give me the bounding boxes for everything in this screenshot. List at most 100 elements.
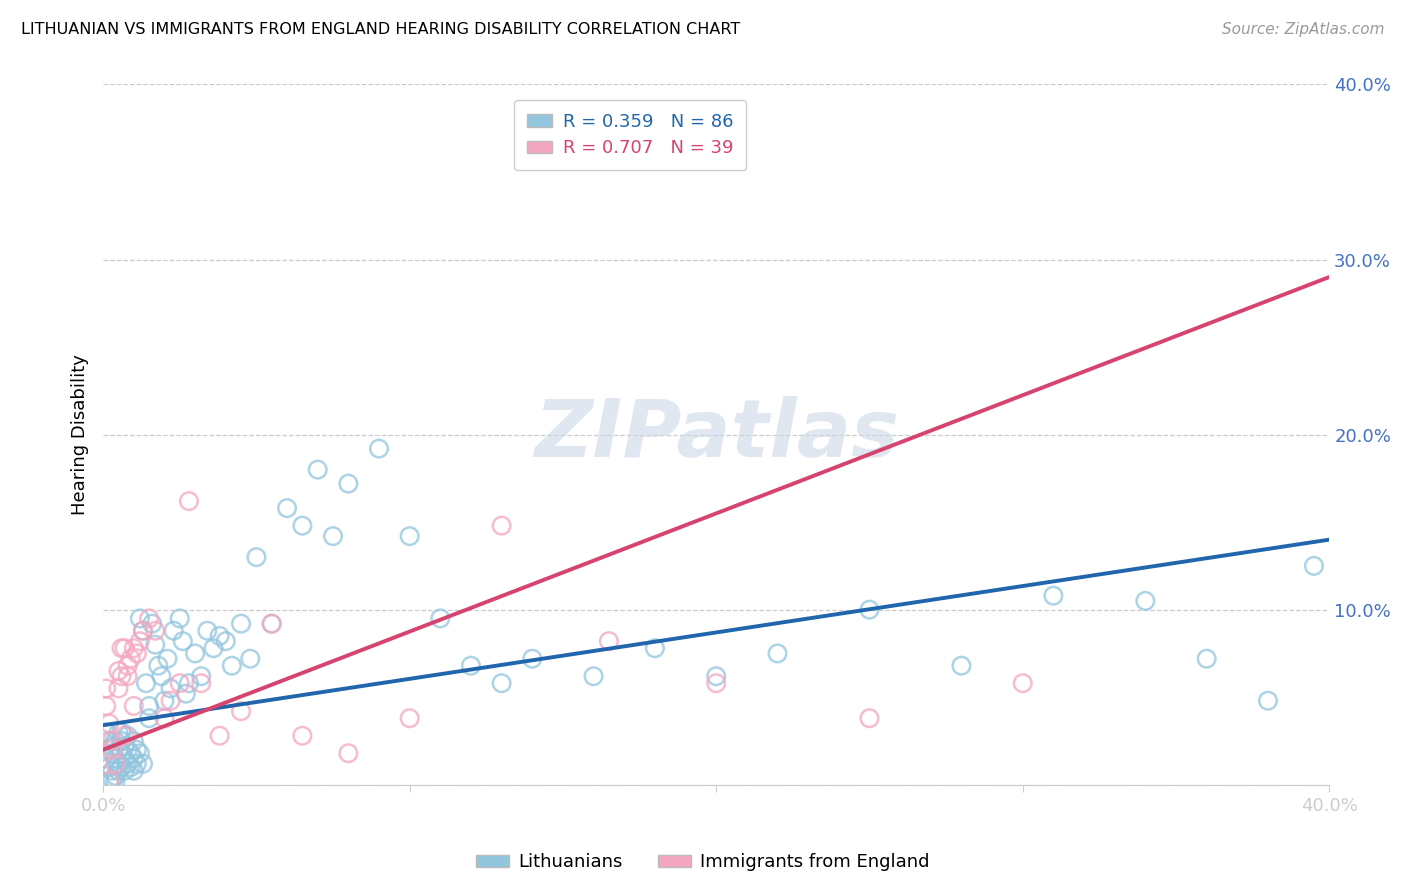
Point bbox=[153, 711, 176, 725]
Point bbox=[172, 634, 194, 648]
Point bbox=[598, 634, 620, 648]
Point bbox=[766, 647, 789, 661]
Point bbox=[141, 616, 163, 631]
Point bbox=[98, 774, 121, 789]
Point bbox=[337, 476, 360, 491]
Point bbox=[114, 729, 136, 743]
Point bbox=[114, 751, 136, 765]
Text: ZIPatlas: ZIPatlas bbox=[534, 395, 898, 474]
Point bbox=[107, 764, 129, 778]
Point bbox=[122, 751, 145, 765]
Point bbox=[107, 743, 129, 757]
Point bbox=[120, 760, 142, 774]
Point bbox=[169, 676, 191, 690]
Point bbox=[104, 774, 127, 789]
Point bbox=[110, 725, 132, 739]
Point bbox=[190, 676, 212, 690]
Point bbox=[159, 694, 181, 708]
Point bbox=[156, 651, 179, 665]
Point bbox=[117, 729, 139, 743]
Point bbox=[104, 751, 127, 765]
Point bbox=[114, 641, 136, 656]
Point bbox=[110, 760, 132, 774]
Point bbox=[104, 769, 127, 783]
Point bbox=[114, 739, 136, 754]
Point bbox=[169, 611, 191, 625]
Point bbox=[460, 658, 482, 673]
Text: LITHUANIAN VS IMMIGRANTS FROM ENGLAND HEARING DISABILITY CORRELATION CHART: LITHUANIAN VS IMMIGRANTS FROM ENGLAND HE… bbox=[21, 22, 741, 37]
Point bbox=[96, 681, 118, 696]
Point bbox=[858, 602, 880, 616]
Point bbox=[110, 641, 132, 656]
Point bbox=[644, 641, 666, 656]
Point bbox=[129, 611, 152, 625]
Point bbox=[120, 651, 142, 665]
Point bbox=[229, 616, 252, 631]
Point bbox=[1257, 694, 1279, 708]
Point bbox=[110, 669, 132, 683]
Point bbox=[291, 729, 314, 743]
Point bbox=[950, 658, 973, 673]
Point bbox=[104, 756, 127, 771]
Point bbox=[239, 651, 262, 665]
Point bbox=[190, 669, 212, 683]
Point bbox=[150, 669, 173, 683]
Point bbox=[429, 611, 451, 625]
Point bbox=[491, 518, 513, 533]
Point bbox=[117, 658, 139, 673]
Point bbox=[229, 704, 252, 718]
Point bbox=[132, 624, 155, 638]
Point bbox=[101, 734, 124, 748]
Point bbox=[215, 634, 238, 648]
Point bbox=[129, 746, 152, 760]
Point bbox=[177, 494, 200, 508]
Point bbox=[101, 764, 124, 778]
Point bbox=[143, 624, 166, 638]
Point bbox=[101, 772, 124, 787]
Point bbox=[1011, 676, 1033, 690]
Point bbox=[104, 734, 127, 748]
Point bbox=[96, 725, 118, 739]
Point bbox=[491, 676, 513, 690]
Point bbox=[221, 658, 243, 673]
Point bbox=[1195, 651, 1218, 665]
Point bbox=[260, 616, 283, 631]
Point bbox=[260, 616, 283, 631]
Point bbox=[162, 624, 184, 638]
Point bbox=[110, 746, 132, 760]
Point bbox=[307, 462, 329, 476]
Point bbox=[159, 681, 181, 696]
Point bbox=[202, 641, 225, 656]
Point bbox=[135, 676, 157, 690]
Point bbox=[98, 774, 121, 789]
Point bbox=[704, 138, 727, 153]
Point bbox=[107, 664, 129, 678]
Point bbox=[107, 681, 129, 696]
Point bbox=[208, 729, 231, 743]
Legend: R = 0.359   N = 86, R = 0.707   N = 39: R = 0.359 N = 86, R = 0.707 N = 39 bbox=[515, 101, 747, 169]
Legend: Lithuanians, Immigrants from England: Lithuanians, Immigrants from England bbox=[470, 847, 936, 879]
Text: Source: ZipAtlas.com: Source: ZipAtlas.com bbox=[1222, 22, 1385, 37]
Point bbox=[174, 687, 197, 701]
Point bbox=[122, 641, 145, 656]
Point bbox=[122, 764, 145, 778]
Point bbox=[1303, 558, 1326, 573]
Point bbox=[138, 698, 160, 713]
Point bbox=[1135, 594, 1157, 608]
Point bbox=[101, 739, 124, 754]
Point bbox=[858, 711, 880, 725]
Point bbox=[148, 658, 170, 673]
Point bbox=[98, 760, 121, 774]
Point bbox=[114, 764, 136, 778]
Point bbox=[132, 624, 155, 638]
Point bbox=[98, 716, 121, 731]
Point bbox=[153, 694, 176, 708]
Point bbox=[177, 676, 200, 690]
Point bbox=[96, 751, 118, 765]
Y-axis label: Hearing Disability: Hearing Disability bbox=[72, 354, 89, 515]
Point bbox=[291, 518, 314, 533]
Point bbox=[704, 669, 727, 683]
Point bbox=[125, 756, 148, 771]
Point bbox=[101, 746, 124, 760]
Point bbox=[96, 698, 118, 713]
